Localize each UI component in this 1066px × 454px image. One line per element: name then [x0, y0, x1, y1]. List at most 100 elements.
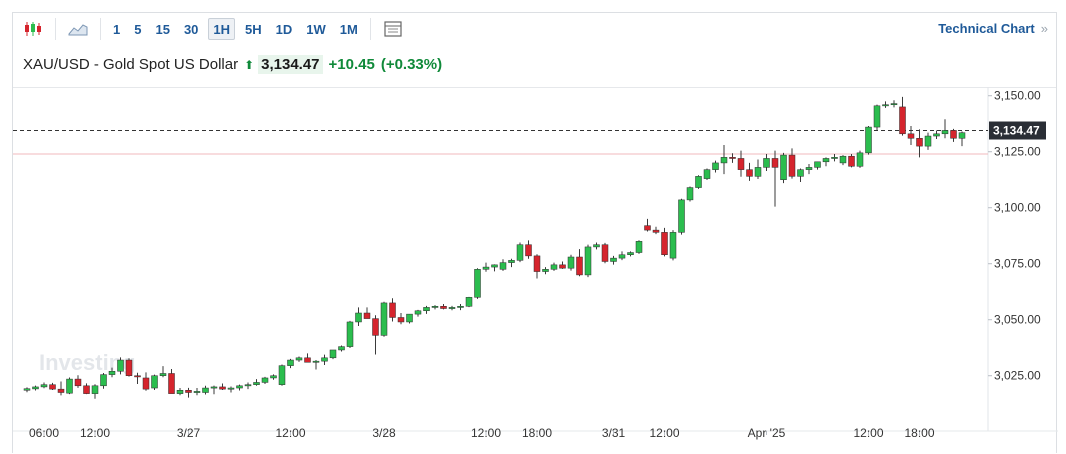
candle-body-down	[440, 306, 447, 309]
candle-body-up	[890, 103, 898, 106]
candle	[151, 374, 158, 391]
candle	[108, 367, 116, 378]
candle	[261, 376, 269, 385]
interval-button-1[interactable]: 1	[113, 21, 121, 37]
interval-button-1d[interactable]: 1D	[275, 21, 293, 37]
candle	[287, 358, 294, 369]
candle	[236, 384, 243, 391]
interval-button-5[interactable]: 5	[134, 21, 142, 37]
y-tick-label: 3,025.00	[994, 369, 1041, 383]
candle	[448, 305, 456, 311]
candle	[907, 125, 915, 145]
candle-body-up	[780, 154, 787, 180]
candle	[797, 168, 804, 182]
x-tick-label: 3/27	[177, 426, 201, 440]
candle-body-up	[516, 244, 524, 261]
candle	[805, 164, 813, 175]
candle-body-up	[618, 254, 626, 259]
candle	[746, 162, 753, 181]
candle-body-up	[346, 321, 354, 347]
interval-button-15[interactable]: 15	[155, 21, 170, 37]
candle	[848, 153, 855, 168]
candle	[91, 384, 99, 399]
candle	[210, 385, 218, 395]
candle	[550, 262, 558, 271]
candle	[244, 382, 252, 390]
candle-body-up	[414, 310, 422, 315]
candle-body-up	[822, 158, 830, 163]
candle	[839, 155, 847, 166]
candle	[117, 357, 124, 375]
candle	[482, 262, 490, 272]
candle-body-up	[100, 374, 107, 387]
last-price: 3,134.47	[258, 55, 323, 74]
quote-header: XAU/USD - Gold Spot US Dollar ⬆ 3,134.47…	[23, 55, 442, 74]
interval-button-1w[interactable]: 1W	[306, 21, 326, 37]
candle	[83, 383, 90, 395]
interval-button-30[interactable]: 30	[183, 21, 199, 37]
candle-body-up	[763, 158, 770, 168]
instrument-name: XAU/USD - Gold Spot US Dollar	[23, 56, 239, 73]
candle-body-up	[805, 167, 813, 170]
candle	[899, 96, 906, 136]
candle-body-up	[550, 264, 558, 270]
candlestick-icon[interactable]	[19, 18, 47, 40]
candle	[780, 152, 787, 184]
header-divider	[13, 87, 1056, 88]
candle-body-up	[669, 232, 677, 259]
candle-body-up	[312, 360, 320, 363]
candle-body-up	[253, 382, 260, 385]
candle	[100, 373, 107, 389]
candle-body-down	[737, 158, 745, 170]
interval-button-1h[interactable]: 1H	[208, 18, 236, 40]
candle	[644, 218, 651, 232]
candle	[593, 242, 600, 250]
candle	[227, 386, 235, 393]
candle-body-up	[91, 385, 99, 394]
candle-body-down	[142, 377, 150, 390]
interval-button-1m[interactable]: 1M	[339, 21, 358, 37]
candle-body-down	[729, 157, 736, 159]
technical-chart-link[interactable]: Technical Chart »	[938, 21, 1048, 36]
candle	[372, 315, 379, 355]
candle	[414, 309, 422, 317]
candle-body-up	[499, 262, 507, 270]
candle-body-up	[176, 390, 184, 394]
candle-body-up	[287, 359, 294, 366]
candle-body-up	[686, 187, 694, 201]
chart-toolbar: 1 5 15 30 1H 5H 1D 1W 1M Technical Chart »	[13, 13, 1056, 45]
candle	[295, 356, 303, 362]
candle-body-down	[644, 225, 651, 231]
candle	[865, 125, 872, 155]
candle	[278, 364, 286, 386]
candle-body-down	[168, 373, 175, 394]
candle-body-up	[703, 169, 711, 179]
candle	[661, 227, 668, 257]
candlestick-chart[interactable]: Investing3,025.003,050.003,075.003,100.0…	[13, 13, 1058, 454]
candle-body-up	[856, 152, 864, 167]
chevron-right-icon: »	[1040, 21, 1048, 36]
candle	[491, 264, 498, 272]
table-icon[interactable]	[379, 18, 407, 40]
area-chart-icon[interactable]	[64, 18, 92, 40]
candle-body-down	[372, 318, 379, 336]
candle	[950, 128, 957, 142]
candle	[270, 374, 277, 380]
candle	[754, 159, 762, 180]
candle	[516, 242, 524, 263]
candle-body-up	[261, 377, 269, 383]
candle	[788, 148, 796, 179]
candle-body-up	[491, 264, 498, 268]
candle-body-down	[652, 229, 660, 233]
candle	[355, 307, 362, 326]
candle	[576, 249, 583, 277]
candle	[134, 372, 141, 385]
candle-body-down	[83, 385, 90, 394]
interval-button-5h[interactable]: 5H	[245, 21, 262, 37]
candle-body-down	[525, 244, 532, 257]
candle-body-up	[797, 169, 804, 177]
candle	[814, 161, 821, 170]
candle	[771, 150, 779, 207]
candle	[397, 313, 405, 325]
toolbar-divider	[100, 18, 101, 40]
